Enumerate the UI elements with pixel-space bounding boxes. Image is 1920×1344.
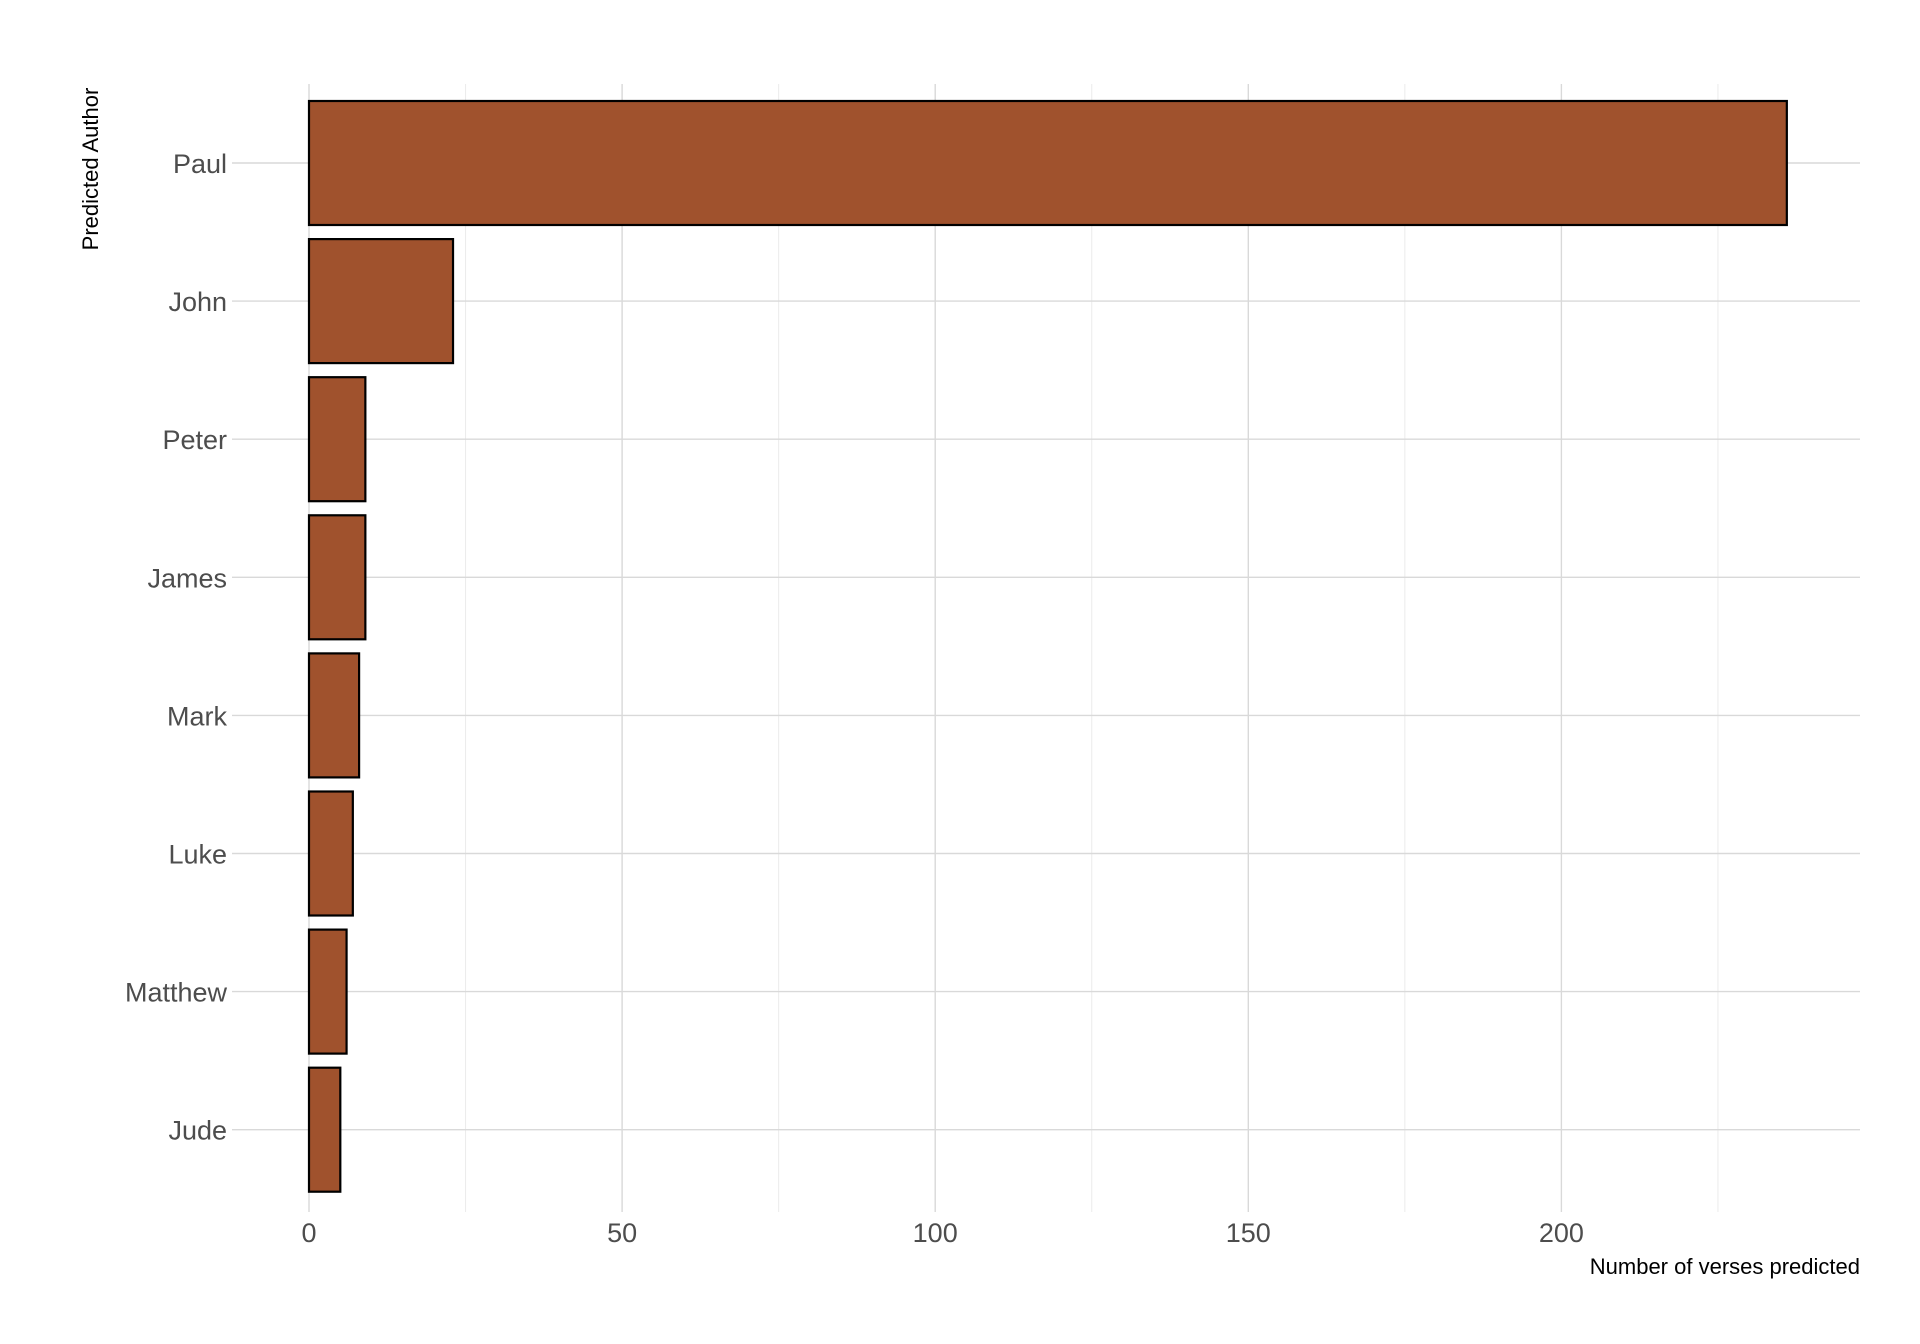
y-tick-label: Matthew — [125, 978, 228, 1008]
x-tick-label: 50 — [607, 1218, 637, 1248]
bar-matthew — [307, 928, 348, 1055]
grid — [232, 84, 1860, 1212]
bars — [307, 99, 1788, 1193]
bar-john — [307, 238, 455, 365]
y-tick-label: Jude — [168, 1116, 227, 1146]
y-tick-label: John — [168, 287, 227, 317]
x-tick-label: 200 — [1539, 1218, 1584, 1248]
x-tick-label: 150 — [1226, 1218, 1271, 1248]
bar-james — [307, 514, 367, 641]
bar-peter — [307, 376, 367, 503]
bar-luke — [307, 790, 354, 917]
x-tick-label: 100 — [913, 1218, 958, 1248]
y-tick-label: Peter — [162, 425, 227, 455]
bar-paul — [307, 99, 1788, 227]
x-axis-title: Number of verses predicted — [1590, 1254, 1860, 1279]
y-tick-label: James — [147, 563, 227, 593]
y-tick-label: Luke — [168, 840, 227, 870]
y-axis-title: Predicted Author — [78, 88, 103, 251]
y-tick-label: Mark — [167, 701, 227, 731]
y-axis-tick-labels: Paul John Peter James Mark Luke Matthew Jude — [125, 149, 228, 1146]
x-axis-tick-labels: 0 50 100 150 200 — [301, 1218, 1583, 1248]
y-tick-label: Paul — [173, 149, 227, 179]
bar-jude — [307, 1066, 342, 1193]
bar-mark — [307, 652, 361, 779]
x-tick-label: 0 — [301, 1218, 316, 1248]
